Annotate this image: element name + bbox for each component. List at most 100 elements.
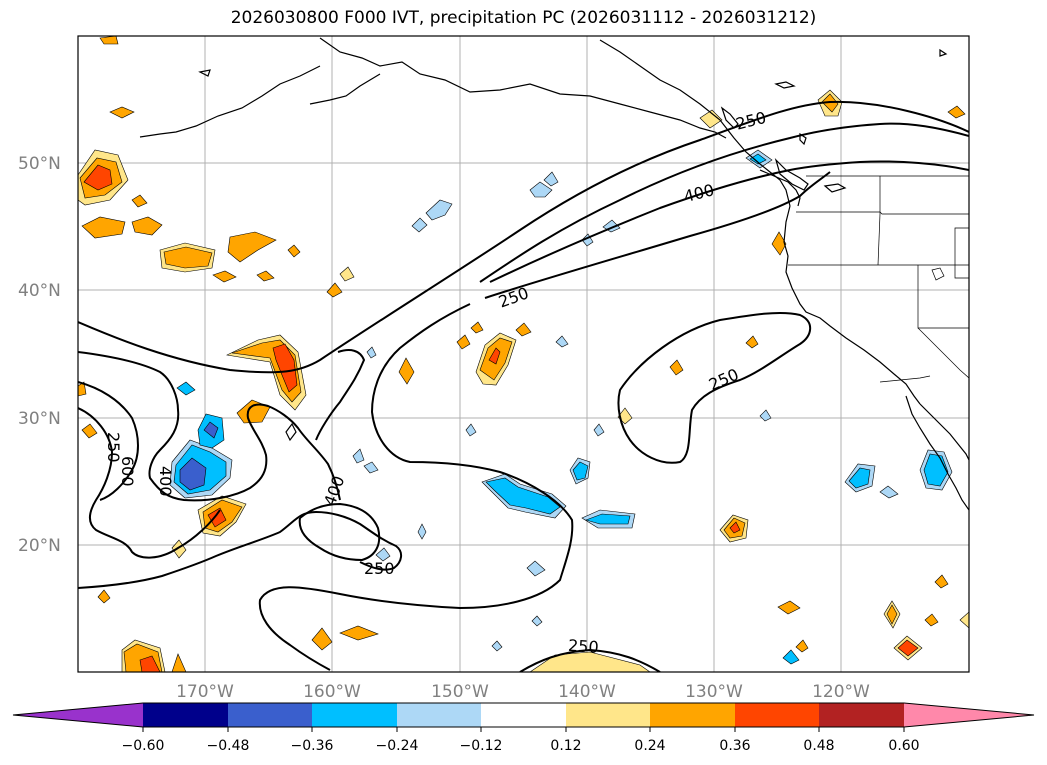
precip-patch xyxy=(745,335,759,349)
precip-patch xyxy=(83,164,113,191)
ivt-contour-400-center xyxy=(298,502,381,562)
colorbar-tick-label: 0.24 xyxy=(634,738,665,754)
wa-or-border xyxy=(796,211,969,215)
island-small xyxy=(774,81,796,89)
colorbar-segment xyxy=(397,703,481,727)
precip-patch xyxy=(171,653,187,672)
map-title: 2026030800 F000 IVT, precipitation PC (2… xyxy=(230,8,817,28)
precip-patch xyxy=(959,611,969,629)
colorbar-tick-label: −0.48 xyxy=(207,738,250,754)
precip-patch xyxy=(311,627,333,651)
colorbar-segment xyxy=(650,703,735,727)
precip-patch xyxy=(924,613,939,627)
precip-patch xyxy=(375,547,391,562)
precip-patch xyxy=(411,217,428,233)
ivt-contour-250-mid xyxy=(484,171,831,299)
precip-patch xyxy=(339,625,379,641)
precip-patch xyxy=(163,246,213,269)
precip-patch xyxy=(491,640,503,652)
ivt-contour-250-east-loop xyxy=(617,311,812,464)
ivt-contours xyxy=(78,100,969,672)
precip-patch xyxy=(139,655,161,672)
colorbar-segment xyxy=(566,703,650,727)
lon-label-150w: 150°W xyxy=(431,682,489,702)
colorbar-tick-labels: −0.60 −0.48 −0.36 −0.24 −0.12 0.12 0.24 … xyxy=(122,738,920,754)
lat-label-30n: 30°N xyxy=(18,409,61,429)
precip-patch xyxy=(515,322,532,337)
panhandle-coast xyxy=(599,39,791,207)
precip-patch xyxy=(771,231,787,256)
colorbar-tick-label: −0.12 xyxy=(460,738,503,754)
ivt-contour-400-upper-mid xyxy=(315,349,366,441)
lat-label-20n: 20°N xyxy=(18,536,61,556)
ivt-contour-250-outer xyxy=(78,100,969,374)
colorbar-segment xyxy=(228,703,312,727)
precip-patch xyxy=(456,334,471,350)
precip-patch xyxy=(131,216,163,236)
precip-patch xyxy=(352,448,365,464)
precip-patch xyxy=(212,270,237,283)
colorbar-tick-label: 0.48 xyxy=(803,738,834,754)
precip-patch xyxy=(256,270,275,282)
ivt-contour-400-inner xyxy=(489,160,969,283)
precip-patch xyxy=(749,153,767,165)
precip-patch xyxy=(879,485,899,499)
precip-patch xyxy=(897,639,919,657)
colorbar-extend-min xyxy=(13,703,143,727)
colorbar-tick-label: 0.60 xyxy=(888,738,919,754)
precip-patch xyxy=(782,649,800,665)
colorbar-segment xyxy=(481,703,566,727)
precip-patch xyxy=(886,604,898,625)
alaska-coast xyxy=(319,37,727,139)
lon-label-130w: 130°W xyxy=(685,682,743,702)
aleutian-coast xyxy=(139,65,321,138)
lon-label-160w: 160°W xyxy=(303,682,361,702)
negative-precip-shading xyxy=(169,149,953,665)
precip-patch xyxy=(171,539,187,559)
precip-patch xyxy=(99,36,119,45)
precip-patch xyxy=(326,282,343,298)
contour-label: 250 xyxy=(104,432,123,463)
precip-patch xyxy=(363,461,379,474)
contour-label: 400 xyxy=(156,466,175,497)
precip-patch xyxy=(109,106,135,119)
south-alaska-coast xyxy=(309,73,381,105)
precip-patch xyxy=(593,423,605,437)
colorbar-segment xyxy=(312,703,397,727)
island-small xyxy=(939,48,948,57)
map-background xyxy=(78,36,969,672)
baja-peninsula xyxy=(905,395,969,511)
precip-patch xyxy=(555,335,569,348)
precip-patch xyxy=(759,409,772,422)
ivt-contour-250-bottom xyxy=(519,648,661,672)
precip-patch xyxy=(97,589,111,604)
precip-patch xyxy=(934,574,949,589)
precip-patch xyxy=(947,105,966,119)
precip-patch xyxy=(207,507,227,528)
precip-patch xyxy=(81,423,98,439)
lat-labels: 50°N 40°N 30°N 20°N xyxy=(18,154,61,556)
precip-patch xyxy=(417,523,427,540)
contour-label: 600 xyxy=(118,456,137,487)
colorbar: −0.60 −0.48 −0.36 −0.24 −0.12 0.12 0.24 … xyxy=(12,702,1035,754)
precip-patch xyxy=(227,231,277,263)
ca-nv-diagonal xyxy=(917,327,969,379)
colorbar-tick-label: 0.12 xyxy=(550,738,581,754)
ivt-contour-250-south xyxy=(258,303,574,671)
ivt-contour-250-west-loop xyxy=(78,407,221,559)
contour-label: 250 xyxy=(567,636,599,657)
precip-patch xyxy=(526,560,546,577)
lon-label-170w: 170°W xyxy=(176,682,234,702)
precip-patch xyxy=(176,381,196,396)
colorbar-segments xyxy=(13,703,1034,727)
idaho-state xyxy=(954,227,969,279)
us-west-coast xyxy=(783,205,921,405)
precip-patch xyxy=(729,521,741,534)
precip-patch xyxy=(531,615,543,627)
precip-patch xyxy=(131,194,148,208)
precip-patch xyxy=(848,467,871,489)
precip-patch xyxy=(485,477,561,515)
lat-label-40n: 40°N xyxy=(18,281,61,301)
gulf-california-coast xyxy=(919,403,969,461)
precip-patch xyxy=(179,457,207,491)
